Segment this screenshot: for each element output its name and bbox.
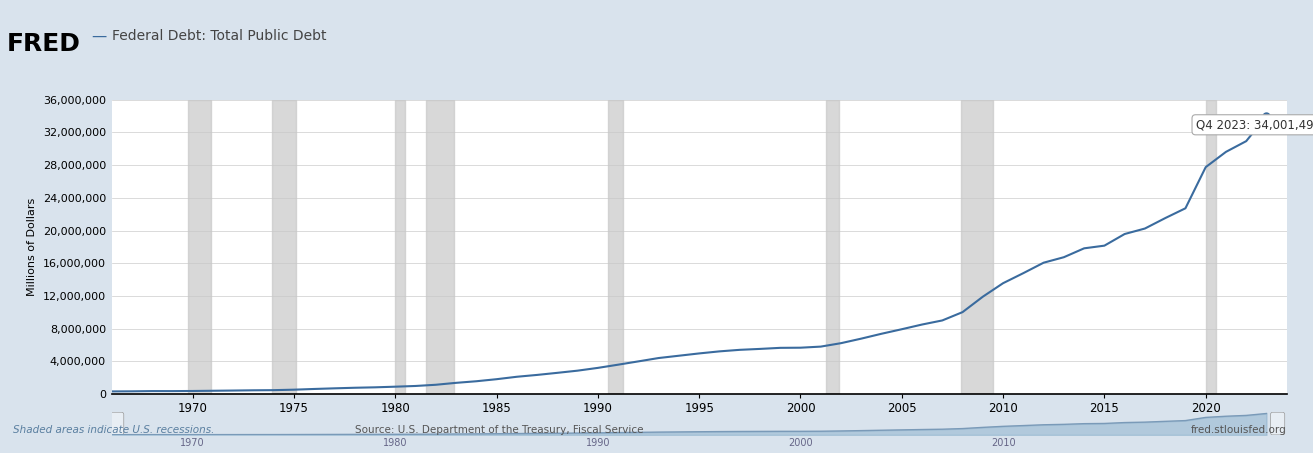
Bar: [272, 100, 295, 394]
Bar: [188, 100, 211, 394]
Text: 2010: 2010: [991, 438, 1015, 448]
Text: Source: U.S. Department of the Treasury, Fiscal Service: Source: U.S. Department of the Treasury,…: [355, 425, 643, 435]
Bar: [961, 100, 993, 394]
Y-axis label: Millions of Dollars: Millions of Dollars: [28, 198, 37, 296]
FancyBboxPatch shape: [1271, 412, 1284, 435]
Text: —: —: [92, 29, 112, 44]
Bar: [425, 100, 454, 394]
Text: 1970: 1970: [180, 438, 205, 448]
Text: Q4 2023: 34,001,494: Q4 2023: 34,001,494: [1196, 118, 1313, 131]
Text: FRED: FRED: [7, 32, 80, 56]
Text: Federal Debt: Total Public Debt: Federal Debt: Total Public Debt: [112, 29, 326, 43]
Bar: [608, 100, 624, 394]
Bar: [395, 100, 406, 394]
Text: 1980: 1980: [383, 438, 407, 448]
FancyBboxPatch shape: [109, 412, 123, 435]
Text: 1990: 1990: [586, 438, 611, 448]
Bar: [1205, 100, 1216, 394]
Text: fred.stlouisfed.org: fred.stlouisfed.org: [1191, 425, 1287, 435]
Text: 2000: 2000: [788, 438, 813, 448]
Text: Shaded areas indicate U.S. recessions.: Shaded areas indicate U.S. recessions.: [13, 425, 214, 435]
Bar: [826, 100, 839, 394]
